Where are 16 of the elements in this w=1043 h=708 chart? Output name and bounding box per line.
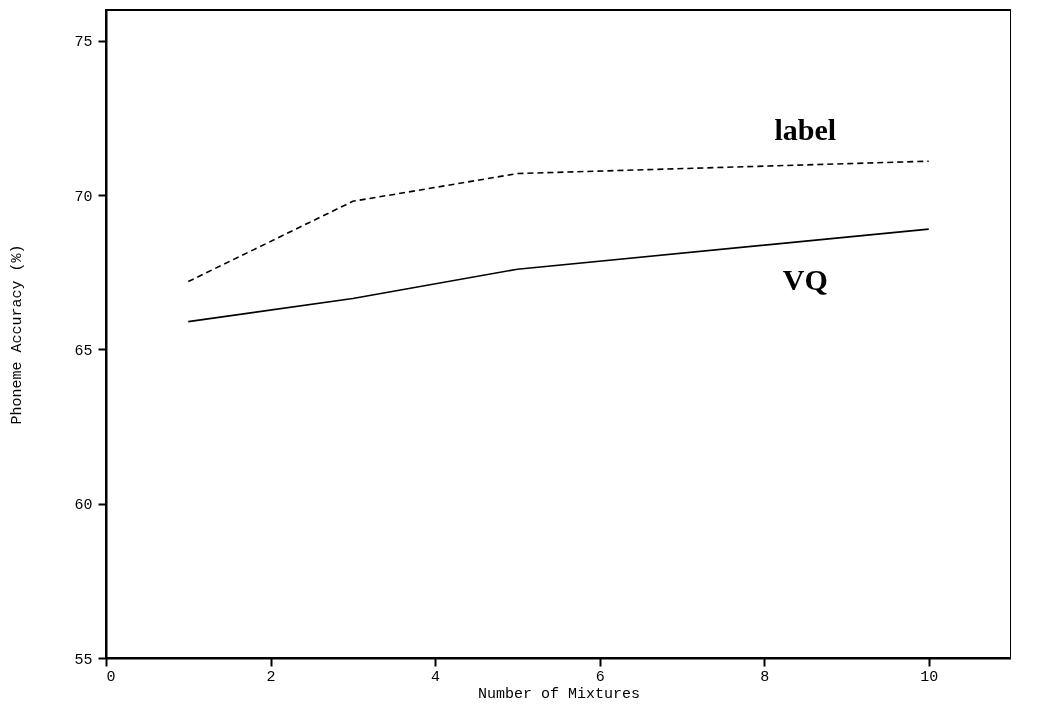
y-tick-label: 65	[74, 342, 93, 360]
series-label: VQ	[782, 263, 828, 297]
x-tick-label: 0	[106, 668, 116, 686]
x-tick-label: 10	[920, 668, 939, 686]
x-tick-label: 6	[595, 668, 605, 686]
y-tick-label: 55	[74, 651, 93, 669]
y-tick-label: 60	[74, 497, 93, 515]
x-tick-label: 8	[760, 668, 770, 686]
x-axis-title: Number of Mixtures	[477, 685, 641, 703]
y-tick-label: 75	[74, 34, 93, 52]
line-series	[187, 228, 930, 323]
x-tick-label: 4	[431, 668, 441, 686]
y-tick-label: 70	[74, 188, 93, 206]
y-axis-title: Phoneme Accuracy (%)	[9, 244, 27, 425]
series-label: label	[774, 112, 837, 146]
x-tick-label: 2	[266, 668, 276, 686]
